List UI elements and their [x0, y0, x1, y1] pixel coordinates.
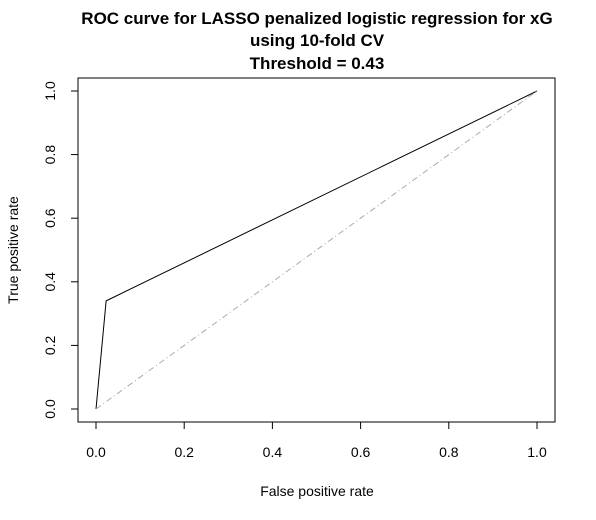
x-tick-label: 0.0	[86, 444, 106, 460]
x-tick-label: 0.2	[174, 444, 194, 460]
x-tick-label: 1.0	[527, 444, 547, 460]
y-tick-label: 0.2	[42, 335, 58, 355]
y-axis-label: True positive rate	[5, 196, 21, 304]
chart-title-line-2: using 10-fold CV	[250, 31, 385, 50]
series-layer	[95, 90, 538, 410]
x-axis: 0.0 0.2 0.4 0.6 0.8 1.0	[86, 421, 547, 460]
y-tick-label: 0.0	[42, 399, 58, 419]
chart-title-line-3: Threshold = 0.43	[250, 54, 385, 73]
y-axis: 0.0 0.2 0.4 0.6 0.8 1.0	[42, 81, 79, 419]
x-tick-label: 0.8	[439, 444, 459, 460]
y-tick-label: 0.4	[42, 272, 58, 292]
y-tick-label: 0.6	[42, 208, 58, 228]
y-tick-label: 1.0	[42, 81, 58, 101]
reference-diagonal-line	[95, 90, 538, 410]
x-axis-label: False positive rate	[260, 483, 374, 499]
x-tick-label: 0.6	[351, 444, 371, 460]
x-tick-label: 0.4	[263, 444, 283, 460]
roc-curve-line	[95, 90, 538, 410]
chart-title-line-1: ROC curve for LASSO penalized logistic r…	[81, 9, 552, 28]
y-tick-label: 0.8	[42, 145, 58, 165]
